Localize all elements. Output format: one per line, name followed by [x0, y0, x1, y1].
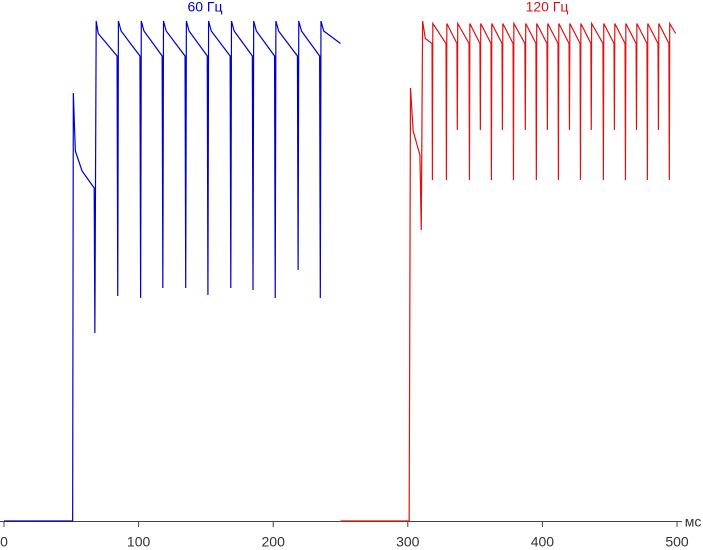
x-tick-label: 0: [0, 534, 8, 550]
x-tick-label: 300: [396, 534, 420, 550]
x-tick-label: 500: [665, 534, 689, 550]
series-line: [340, 20, 677, 522]
x-axis-label: мс: [685, 514, 702, 530]
x-tick-label: 200: [262, 534, 286, 550]
series-label: 60 Гц: [187, 0, 222, 15]
series-line: [4, 20, 341, 522]
series-label: 120 Гц: [526, 0, 569, 15]
x-tick-label: 100: [127, 534, 151, 550]
x-tick-label: 400: [531, 534, 555, 550]
